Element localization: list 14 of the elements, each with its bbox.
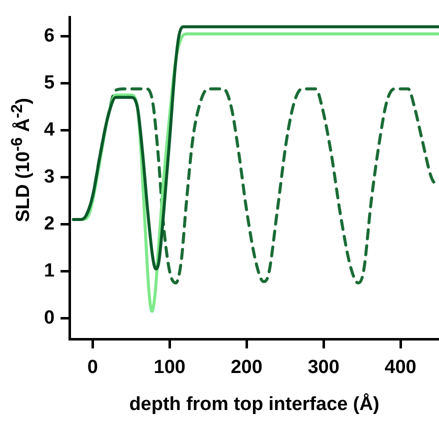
y-tick-label: 6: [44, 25, 55, 46]
y-tick-label: 1: [44, 260, 55, 282]
line-series: [72, 25, 439, 270]
x-axis-title: depth from top interface (Å): [129, 392, 380, 415]
x-tick-label: 0: [87, 357, 98, 378]
y-tick-label: 3: [44, 166, 55, 188]
x-tick-label: 300: [308, 357, 340, 378]
y-tick-label: 5: [44, 72, 55, 94]
x-tick-label: 100: [154, 357, 186, 378]
x-tick-label: 200: [230, 357, 262, 378]
y-tick-label: 2: [44, 213, 55, 234]
y-tick-label: 0: [44, 307, 55, 328]
x-tick-label: 400: [384, 357, 416, 378]
y-tick-label: 4: [44, 119, 55, 140]
